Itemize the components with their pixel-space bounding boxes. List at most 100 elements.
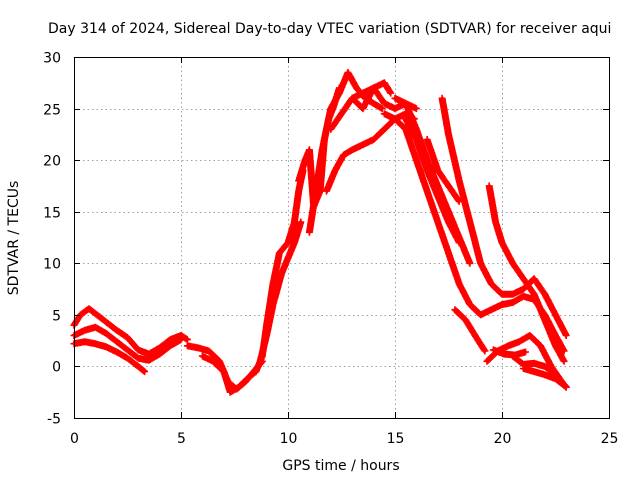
data-point [136,364,140,368]
data-point [200,354,204,358]
data-point [532,361,536,365]
x-tick-labels: 0 5 10 15 20 25 [70,431,618,447]
data-point [511,301,515,304]
data-point [494,220,498,224]
data-point [489,308,493,312]
x-tick-label: 20 [494,431,512,447]
data-point [453,308,457,312]
data-point [329,127,333,131]
y-tick-label: 5 [52,309,61,325]
data-point [380,107,384,111]
series-track-5 [198,352,260,396]
data-point [126,336,129,339]
data-point [196,346,200,350]
data-point [280,272,284,276]
data-point [314,189,318,193]
data-point [474,336,478,339]
series-track-13 [380,110,568,355]
data-point [115,350,119,354]
data-point [355,86,358,90]
data-point [436,194,440,198]
y-tick-label: 25 [43,103,61,119]
x-tick-label: 0 [70,431,79,447]
data-point [126,356,129,360]
y-tick-label: 20 [43,154,61,170]
data-point [93,325,97,329]
data-point [83,328,87,332]
plot-frame [74,57,610,419]
data-point [361,91,365,95]
data-point [468,303,472,306]
data-point [271,282,275,286]
data-point [361,107,365,111]
data-point [404,127,408,131]
x-axis-label: GPS time / hours [282,458,399,474]
data-point [389,91,393,95]
data-point [517,340,521,344]
data-point [457,199,461,203]
data-point [265,334,269,337]
data-point [414,138,418,141]
series-track-7 [256,218,305,365]
data-point [539,344,542,348]
data-point [382,81,386,85]
data-point [479,313,483,317]
series-track-17 [423,136,463,205]
data-point [248,375,251,379]
data-point [521,277,525,281]
data-point [500,303,504,306]
series-track-16 [438,94,570,339]
data-point [147,358,151,362]
y-tick-labels: -5 0 5 10 15 20 25 30 [43,51,61,428]
y-tick-label: 15 [43,206,61,222]
axis-ticks [74,57,610,419]
data-point [329,107,333,111]
x-tick-label: 10 [280,431,298,447]
data-point [93,342,97,346]
data-point [447,184,450,188]
y-tick-label: -5 [47,412,61,428]
data-point [115,328,119,332]
data-point [258,359,262,363]
data-point [136,356,140,360]
series-track-19 [451,306,489,355]
data-point [562,349,566,353]
data-point [425,189,429,193]
data-point [532,370,536,374]
data-point [83,340,87,344]
data-point [382,127,386,131]
data-point [521,367,525,370]
data-point [543,373,547,377]
data-point [237,385,241,389]
data-point [393,117,397,121]
data-point [361,143,365,147]
data-point [382,112,386,116]
data-point [554,313,557,317]
data-point [307,230,311,234]
y-axis-label: SDTVAR / TECUs [6,181,22,296]
data-point [115,340,119,344]
data-point [350,148,354,152]
data-point [485,359,489,363]
data-point [457,179,461,183]
data-point [254,370,258,374]
data-point [554,377,557,381]
data-point [483,349,487,353]
data-point [436,220,440,224]
data-point [457,282,461,286]
data-point [342,153,346,157]
data-point [414,127,418,131]
data-point [457,241,461,245]
data-point [87,307,91,311]
y-tick-label: 0 [52,360,61,376]
data-point [489,282,493,286]
y-tick-label: 30 [43,51,61,67]
series-track-15 [402,115,463,247]
data-series [70,69,570,396]
series-track-18 [485,182,568,365]
data-point [447,132,450,136]
data-point [333,169,337,172]
data-point [286,256,290,260]
